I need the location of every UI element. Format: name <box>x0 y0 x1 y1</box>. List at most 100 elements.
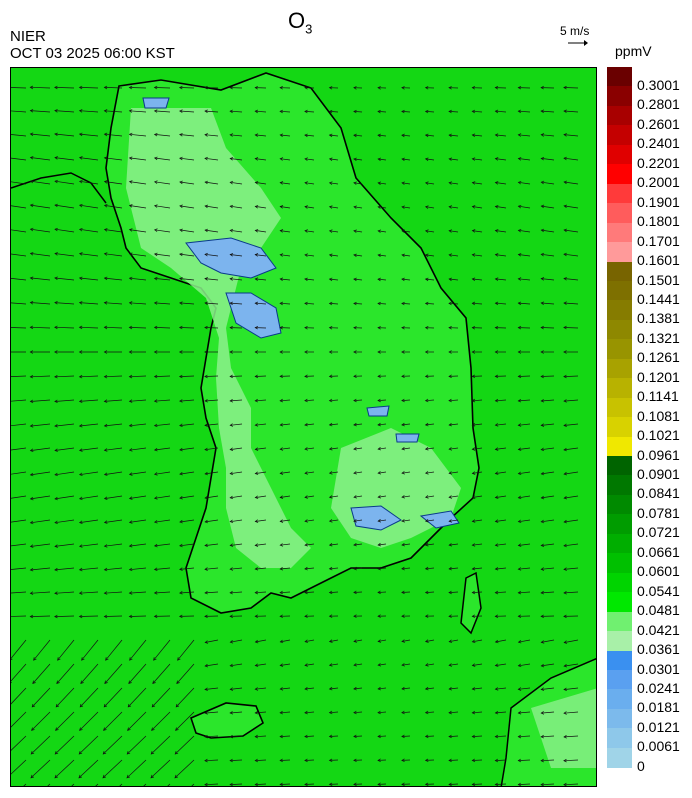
legend-label: 0.3001 <box>637 77 680 93</box>
wind-vector-head <box>56 680 60 685</box>
wind-vector <box>541 110 555 113</box>
wind-vector <box>518 423 531 426</box>
wind-vector-head <box>153 156 158 161</box>
wind-vector-head <box>401 590 405 595</box>
wind-vector-head <box>176 680 180 685</box>
wind-vector-head <box>229 109 233 114</box>
wind-vector-head <box>103 301 108 305</box>
wind-vector-head <box>401 350 405 354</box>
wind-vector <box>30 735 51 755</box>
wind-vector-head <box>254 471 259 475</box>
wind-vector-head <box>494 350 499 354</box>
wind-vector <box>104 326 123 329</box>
wind-vector-head <box>254 567 259 571</box>
wind-vector-head <box>279 567 284 571</box>
wind-vector-head <box>328 495 333 499</box>
legend-label: 0.0961 <box>637 446 680 463</box>
wind-vector <box>179 423 195 426</box>
wind-vector-head <box>424 350 429 354</box>
low-zone-7 <box>395 433 420 443</box>
legend-swatch <box>607 689 632 710</box>
wind-vector <box>329 182 339 185</box>
wind-vector <box>255 471 267 474</box>
wind-vector-head <box>229 85 233 90</box>
wind-vector <box>377 735 387 737</box>
wind-vector-head <box>204 277 208 281</box>
wind-vector-head <box>424 181 429 185</box>
wind-vector-head <box>494 181 499 185</box>
wind-vector <box>280 158 291 161</box>
wind-vector-head <box>424 686 429 691</box>
wind-vector <box>153 639 171 661</box>
wind-vector <box>255 110 267 113</box>
wind-vector <box>518 110 531 113</box>
wind-vector <box>472 158 483 161</box>
wind-vector <box>518 543 531 546</box>
wind-vector <box>174 735 195 755</box>
wind-vector-head <box>494 205 499 209</box>
wind-vector <box>230 687 243 690</box>
wind-vector <box>154 253 171 257</box>
wind-vector-head <box>328 590 333 595</box>
wind-vector-head <box>304 374 308 379</box>
legend-swatch <box>607 631 632 651</box>
wind-vector <box>204 567 219 570</box>
wind-vector <box>495 495 507 498</box>
wind-vector <box>304 423 315 426</box>
wind-vector <box>401 399 411 401</box>
wind-vector-head <box>279 205 284 209</box>
low-zone-4 <box>419 510 460 529</box>
wind-vector <box>304 471 315 474</box>
wind-vector-head <box>494 663 499 667</box>
legend-swatch <box>607 67 632 87</box>
wind-vector <box>518 735 531 738</box>
wind-vector <box>230 134 243 137</box>
wind-vector <box>105 639 123 661</box>
wind-vector-head <box>353 614 357 618</box>
wind-vector-head <box>78 109 83 113</box>
legend-label: 0.2401 <box>637 135 680 152</box>
wind-vector <box>304 134 315 137</box>
wind-vector-head <box>377 519 382 523</box>
wind-vector <box>518 663 531 667</box>
wind-vector <box>425 543 435 546</box>
legend-label: 0.0601 <box>637 563 680 580</box>
wind-vector <box>495 735 507 738</box>
wind-vector-head <box>353 543 357 547</box>
wind-vector-head <box>540 567 545 571</box>
wind-vector-head <box>229 543 234 547</box>
agency-label: NIER <box>10 28 46 45</box>
wind-vector-head <box>471 639 476 644</box>
wind-vector-head <box>448 229 453 233</box>
wind-vector-head <box>328 398 333 403</box>
wind-vector <box>179 205 195 209</box>
legend-label: 0 <box>637 757 645 774</box>
wind-vector <box>401 134 411 137</box>
wind-vector <box>518 447 531 450</box>
wind-vector-head <box>540 640 545 644</box>
wind-vector-head <box>377 758 381 763</box>
wind-vector <box>154 567 171 570</box>
wind-vector-head <box>425 663 429 667</box>
wind-vector-head <box>563 277 567 281</box>
wind-vector-head <box>517 640 522 644</box>
wind-vector-head <box>517 495 522 500</box>
wind-vector-head <box>517 399 522 403</box>
wind-vector <box>472 759 483 761</box>
wind-vector-head <box>401 447 405 451</box>
wind-vector <box>204 134 219 137</box>
wind-vector <box>541 399 555 402</box>
wind-vector <box>495 302 507 305</box>
wind-vector-head <box>494 782 499 786</box>
legend-swatch <box>607 86 632 107</box>
wind-vector <box>54 110 75 113</box>
wind-vector <box>472 519 483 522</box>
wind-vector-head <box>153 567 158 572</box>
wind-vector-head <box>179 496 183 500</box>
wind-vector-head <box>103 567 108 572</box>
wind-vector <box>129 519 147 523</box>
wind-vector <box>230 110 243 113</box>
wind-vector-head <box>31 703 36 708</box>
wind-vector-head <box>279 423 284 427</box>
wind-vector-head <box>128 423 133 428</box>
